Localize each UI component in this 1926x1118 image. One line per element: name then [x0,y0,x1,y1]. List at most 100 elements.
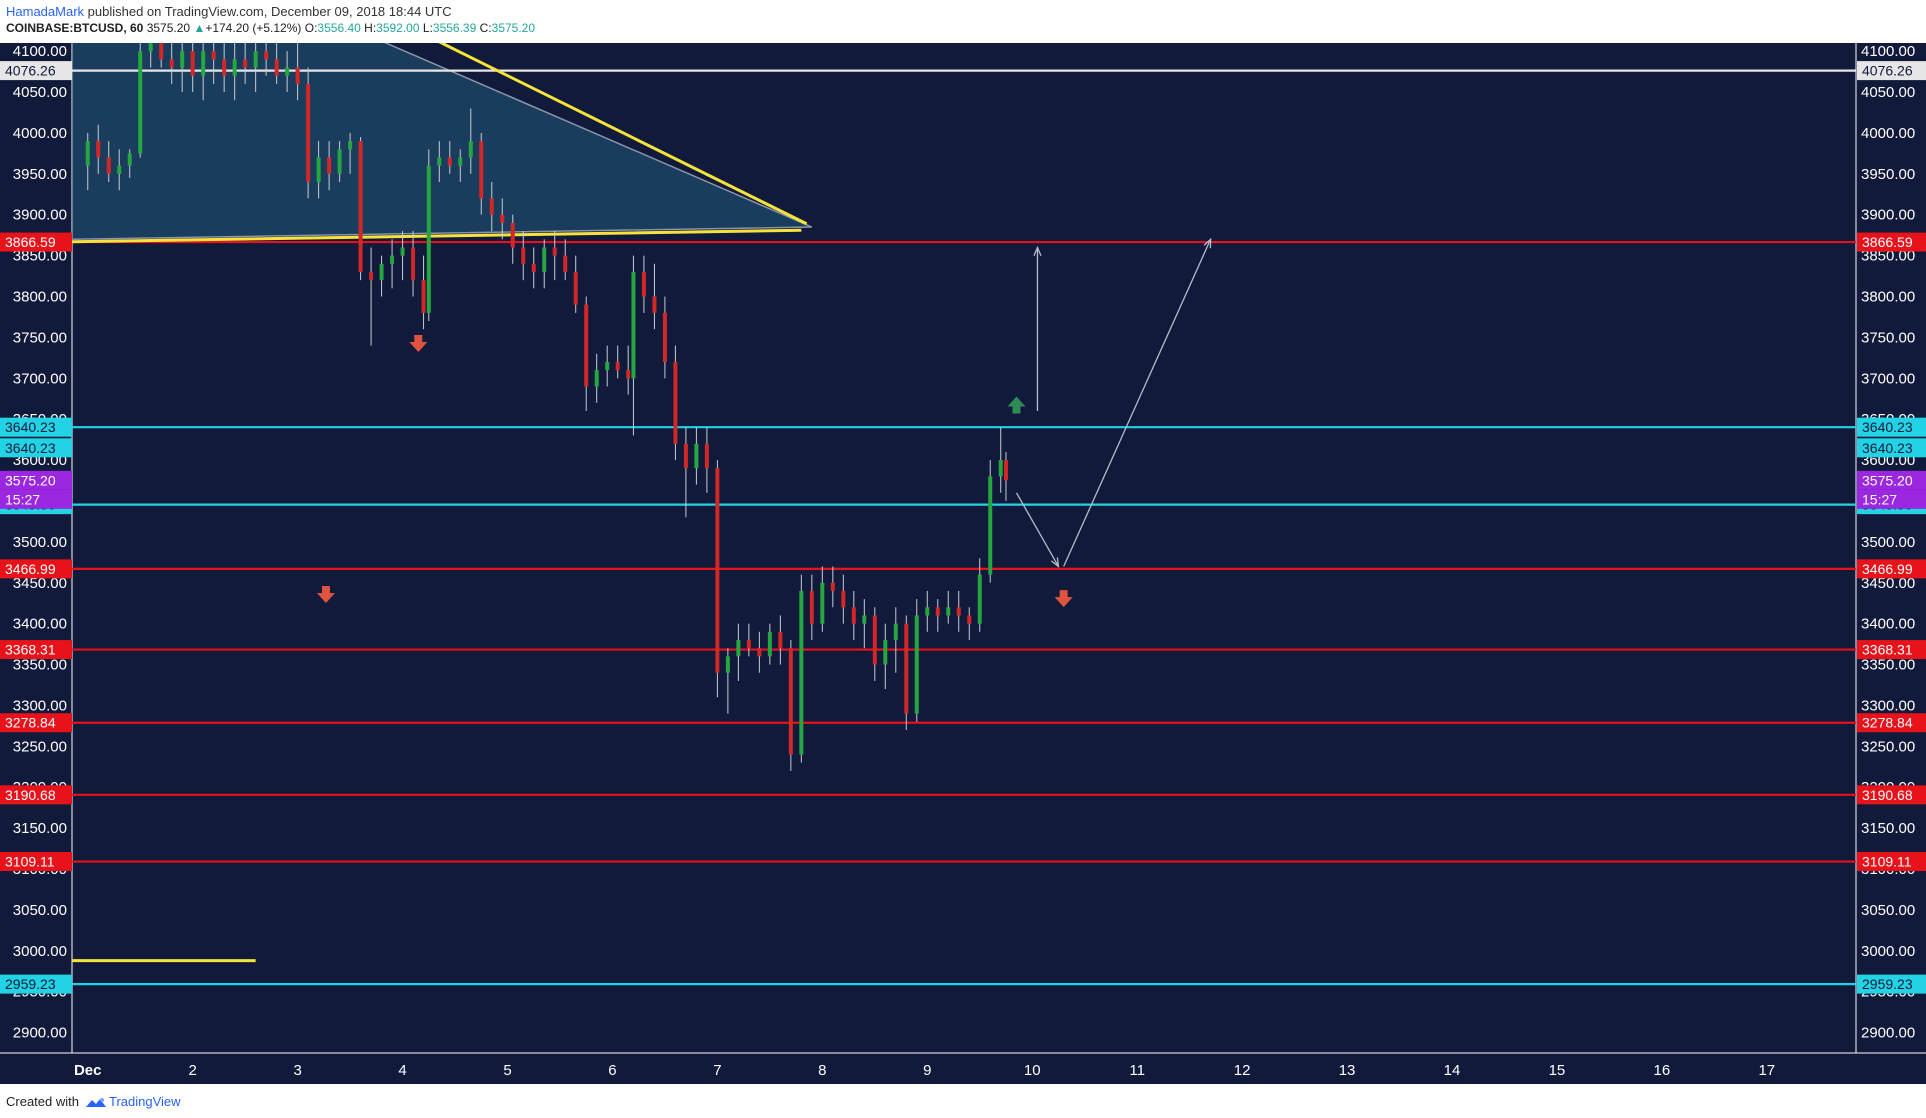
left-tick-label: 3500.00 [13,534,67,551]
candle-body [998,460,1003,477]
right-tick-label: 3900.00 [1861,207,1915,224]
x-tick-label: 12 [1234,1062,1251,1079]
left-price-label [0,713,72,733]
x-tick-label: 17 [1758,1062,1775,1079]
right-price-label [1857,438,1926,458]
candle-body [683,443,688,469]
candle-body [411,247,416,281]
left-tick-label: 4100.00 [13,43,67,60]
candle-body [447,157,452,166]
triangle-pattern [72,43,813,241]
chart-footer: Created with TradingView [0,1084,1926,1118]
right-price-label [1857,61,1926,81]
candle-body [510,222,515,248]
candle-body [306,83,311,183]
projection-arrow [1015,492,1060,567]
created-with-text: Created with [6,1094,79,1109]
x-tick-label: 3 [293,1062,301,1079]
candle-body [426,165,431,313]
right-price-label-text: 3109.11 [1862,854,1912,870]
arrow-head-icon [1050,557,1060,568]
right-price-scale [1856,43,1926,1053]
left-price-label-text: 15:27 [5,491,40,507]
right-price-label-text: 3466.99 [1862,561,1913,577]
low-label: L: [422,21,433,35]
close-label: C: [479,21,492,35]
candle-body [421,280,426,313]
candle-body [379,263,384,281]
left-price-label [0,640,72,660]
left-price-label [0,852,72,872]
right-tick-label: 3150.00 [1861,820,1915,837]
x-tick-label: 10 [1024,1062,1041,1079]
candle-body [830,582,835,591]
right-price-label [1857,417,1926,437]
candle-body [138,51,143,154]
candle-body [285,67,290,76]
candle-body [594,370,599,387]
x-tick-label: 8 [818,1062,826,1079]
tradingview-logo-icon [85,1097,106,1107]
left-price-label [0,61,72,81]
candle-body [337,149,342,174]
right-price-label-text: 3575.20 [1862,472,1913,488]
right-price-label-text: 3190.68 [1862,787,1913,803]
right-tick-label: 4000.00 [1861,125,1915,142]
candle-body [159,43,164,60]
trend-line [438,43,808,226]
candle-body [327,157,332,174]
publish-info: HamadaMark published on TradingView.com,… [6,4,452,19]
left-price-scale [0,43,72,1053]
candle-body [369,271,374,281]
candle-body [809,590,814,624]
high-value: 3592.00 [376,21,420,35]
left-tick-label: 3950.00 [13,166,67,183]
candle-body [552,247,557,256]
candle-body [584,304,589,387]
left-price-label-text: 3575.20 [5,472,56,488]
candle-body [489,198,494,215]
right-price-label-text: 3640.23 [1862,440,1913,456]
left-tick-label: 3700.00 [13,370,67,387]
candle-body [704,443,709,469]
trend-line [72,228,802,244]
right-price-label-text: 3368.31 [1862,642,1913,658]
right-tick-label: 4100.00 [1861,43,1915,60]
right-price-label [1857,559,1926,579]
tradingview-brand-link[interactable]: TradingView [108,1094,181,1109]
right-tick-label: 3800.00 [1861,289,1915,306]
left-tick-label: 3150.00 [13,820,67,837]
candle-body [757,648,762,657]
right-tick-label: 2900.00 [1861,1025,1915,1042]
candle-body [542,247,547,272]
x-tick-label: 7 [713,1062,721,1079]
candle-body [746,640,751,649]
candle-body [725,656,730,673]
candle-body [767,631,772,657]
price-chart[interactable]: 2900.002900.002950.002950.003000.003000.… [0,43,1926,1084]
right-tick-label: 3400.00 [1861,616,1915,633]
candle-body [851,607,856,624]
candle-body [694,443,699,469]
left-tick-label: 3850.00 [13,248,67,265]
candle-body [253,51,258,68]
candle-body [211,51,216,60]
symbol-name: COINBASE:BTCUSD, 60 [6,21,144,35]
left-price-label-text: 3640.23 [5,419,56,435]
close-value: 3575.20 [491,21,536,35]
candle-body [390,255,395,264]
right-price-label-text: 3640.23 [1862,419,1913,435]
candle-body [673,361,678,444]
candle-body [169,59,174,68]
x-tick-label: Dec [74,1062,102,1079]
down-arrow-marker-icon [409,334,428,352]
candle-body [605,361,610,371]
right-price-label [1857,974,1926,994]
candle-body [799,590,804,755]
left-tick-label: 3800.00 [13,289,67,306]
left-tick-label: 3050.00 [13,902,67,919]
left-tick-label: 3300.00 [13,697,67,714]
author-link[interactable]: HamadaMark [6,4,85,19]
right-price-label [1857,640,1926,660]
candle-body [967,615,972,624]
